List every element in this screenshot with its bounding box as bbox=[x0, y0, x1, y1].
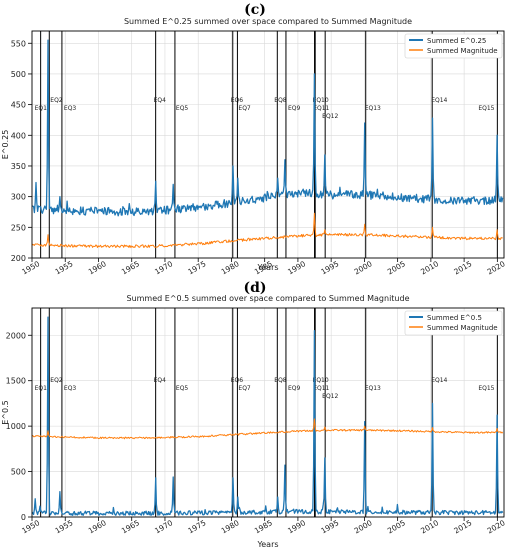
x-tick-label: 2010 bbox=[419, 259, 440, 276]
series-line-magnitude bbox=[31, 212, 503, 249]
x-tick-label: 2005 bbox=[386, 259, 407, 276]
x-tick-label: 2000 bbox=[353, 518, 374, 535]
y-tick-label: 500 bbox=[11, 70, 26, 79]
event-label-eq8: EQ8 bbox=[274, 97, 287, 104]
x-axis-label: Years bbox=[256, 263, 278, 272]
event-label-eq11: EQ11 bbox=[313, 105, 329, 112]
series-line-energy bbox=[31, 316, 504, 516]
event-label-eq15: EQ15 bbox=[478, 385, 494, 392]
event-label-eq12: EQ12 bbox=[322, 393, 338, 400]
x-tick-label: 1995 bbox=[319, 518, 340, 535]
series-line-magnitude bbox=[31, 418, 504, 440]
event-label-eq1: EQ1 bbox=[35, 105, 48, 112]
x-tick-label: 2020 bbox=[486, 518, 507, 535]
panel-label-d: (d) bbox=[243, 280, 267, 296]
event-label-eq14: EQ14 bbox=[431, 97, 447, 104]
x-tick-label: 2005 bbox=[386, 518, 407, 535]
y-tick-label: 200 bbox=[11, 254, 26, 263]
y-tick-label: 1000 bbox=[6, 422, 26, 431]
plot-frame bbox=[31, 307, 505, 518]
x-tick-label: 2015 bbox=[452, 259, 473, 276]
legend-box bbox=[404, 310, 503, 336]
x-tick-label: 1990 bbox=[286, 259, 307, 276]
x-tick-label: 1980 bbox=[220, 259, 241, 276]
y-tick-label: 250 bbox=[11, 223, 26, 232]
event-label-eq7: EQ7 bbox=[238, 105, 251, 112]
x-tick-label: 1990 bbox=[286, 518, 307, 535]
event-label-eq9: EQ9 bbox=[288, 385, 301, 392]
series-line-energy bbox=[31, 39, 504, 217]
y-tick-label: 350 bbox=[11, 162, 26, 171]
panel-label-c: (c) bbox=[244, 2, 266, 18]
event-label-eq15: EQ15 bbox=[478, 105, 494, 112]
legend: Summed E^0.25 Summed Magnitude bbox=[404, 33, 503, 59]
event-label-eq14: EQ14 bbox=[431, 377, 447, 384]
legend-label: Summed E^0.5 bbox=[427, 314, 482, 322]
chart-title: Summed E^0.25 summed over space compared… bbox=[124, 17, 412, 26]
event-label-eq3: EQ3 bbox=[64, 105, 77, 112]
x-tick-label: 1970 bbox=[153, 259, 174, 276]
event-label-eq12: EQ12 bbox=[322, 113, 338, 120]
y-tick-label: 0 bbox=[21, 513, 26, 522]
chart-panel-d: 1950 1955 1960 1965 1970 1975 1980 1985 1990 1995… bbox=[1, 294, 507, 549]
event-label-eq4: EQ4 bbox=[154, 377, 167, 384]
event-label-eq13: EQ13 bbox=[365, 385, 381, 392]
x-tick-label: 1980 bbox=[220, 518, 241, 535]
x-tick-label: 1955 bbox=[53, 518, 74, 535]
chart-title: Summed E^0.5 summed over space compared … bbox=[126, 294, 409, 303]
event-label-eq8: EQ8 bbox=[274, 377, 287, 384]
event-label-eq10: EQ10 bbox=[313, 377, 329, 384]
event-label-eq9: EQ9 bbox=[288, 105, 301, 112]
x-tick-label: 1975 bbox=[186, 518, 207, 535]
x-tick-label: 1960 bbox=[87, 259, 108, 276]
event-label-eq5: EQ5 bbox=[176, 105, 189, 112]
legend-box bbox=[404, 33, 503, 59]
y-tick-label: 1500 bbox=[6, 377, 26, 386]
x-tick-label: 1985 bbox=[253, 518, 274, 535]
y-tick-label: 300 bbox=[11, 193, 26, 202]
event-label-eq1: EQ1 bbox=[35, 385, 48, 392]
event-label-eq3: EQ3 bbox=[64, 385, 77, 392]
y-axis-label: E^0.5 bbox=[1, 400, 10, 424]
x-tick-label: 1965 bbox=[120, 259, 141, 276]
x-tick-label: 2000 bbox=[353, 259, 374, 276]
chart-panel-c: 1950 1955 1960 1965 1970 1975 1980 1985 1990 1995… bbox=[1, 17, 507, 277]
x-axis-label: Years bbox=[256, 540, 278, 549]
event-label-eq2: EQ2 bbox=[50, 377, 63, 384]
x-tick-label: 1955 bbox=[53, 259, 74, 276]
legend-label: Summed E^0.25 bbox=[427, 37, 486, 45]
x-tick-label: 1995 bbox=[319, 259, 340, 276]
legend: Summed E^0.5 Summed Magnitude bbox=[404, 310, 503, 336]
y-tick-label: 550 bbox=[11, 39, 26, 48]
y-tick-label: 500 bbox=[11, 468, 26, 477]
y-tick-label: 400 bbox=[11, 131, 26, 140]
event-label-eq5: EQ5 bbox=[176, 385, 189, 392]
x-tick-label: 1970 bbox=[153, 518, 174, 535]
x-tick-label: 1965 bbox=[120, 518, 141, 535]
y-tick-label: 2000 bbox=[6, 331, 26, 340]
event-label-eq4: EQ4 bbox=[154, 97, 167, 104]
x-tick-label: 2020 bbox=[486, 259, 507, 276]
event-label-eq7: EQ7 bbox=[238, 385, 251, 392]
x-tick-label: 2015 bbox=[452, 518, 473, 535]
plot-frame bbox=[31, 30, 505, 259]
y-tick-label: 450 bbox=[11, 101, 26, 110]
legend-label: Summed Magnitude bbox=[427, 47, 498, 55]
legend-label: Summed Magnitude bbox=[427, 324, 498, 332]
y-axis-label: E^0.25 bbox=[1, 130, 10, 160]
event-label-eq13: EQ13 bbox=[365, 105, 381, 112]
x-tick-label: 2010 bbox=[419, 518, 440, 535]
event-label-eq10: EQ10 bbox=[313, 97, 329, 104]
x-tick-label: 1960 bbox=[87, 518, 108, 535]
event-label-eq11: EQ11 bbox=[313, 385, 329, 392]
x-tick-label: 1975 bbox=[186, 259, 207, 276]
event-label-eq2: EQ2 bbox=[50, 97, 63, 104]
